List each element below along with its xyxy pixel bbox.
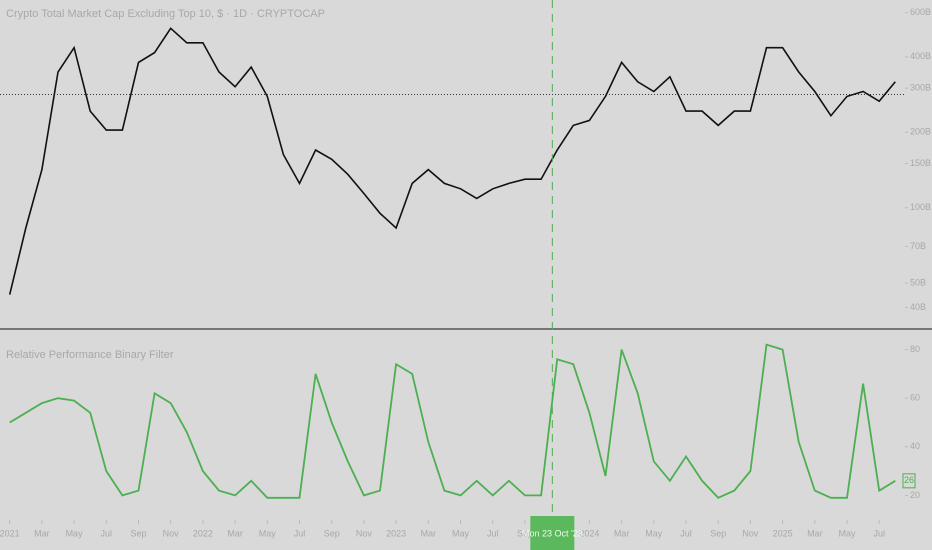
y-tick-label: 40B xyxy=(910,302,926,312)
x-tick-label: Nov xyxy=(742,528,759,538)
x-tick-label: Sep xyxy=(517,528,533,538)
x-tick-label: 2025 xyxy=(773,528,793,538)
x-tick-label: Jul xyxy=(294,528,306,538)
x-tick-label: Mar xyxy=(34,528,50,538)
x-tick-label: May xyxy=(452,528,470,538)
x-tick-label: Nov xyxy=(163,528,180,538)
last-value-box xyxy=(902,473,916,489)
x-tick-label: 2022 xyxy=(193,528,213,538)
x-tick-label: May xyxy=(645,528,663,538)
y-tick-label: 60 xyxy=(910,393,920,403)
y-tick-label: 100B xyxy=(910,202,931,212)
y-tick-label: 50B xyxy=(910,278,926,288)
x-tick-label: May xyxy=(66,528,84,538)
crosshair-label-bg xyxy=(530,516,575,550)
series-line xyxy=(8,27,896,295)
x-tick-label: May xyxy=(839,528,857,538)
x-tick-label: Jul xyxy=(680,528,692,538)
price-title: Crypto Total Market Cap Excluding Top 10… xyxy=(6,8,325,20)
x-tick-label: Sep xyxy=(324,528,340,538)
y-tick-label: 400B xyxy=(910,51,931,61)
y-tick-label: 300B xyxy=(910,83,931,93)
x-tick-label: Mar xyxy=(227,528,243,538)
x-tick-label: 2021 xyxy=(0,528,20,538)
y-tick-label: 200B xyxy=(910,127,931,137)
last-value-label: 26 xyxy=(904,475,914,485)
x-tick-label: Jul xyxy=(487,528,499,538)
x-tick-label: Sep xyxy=(130,528,146,538)
x-tick-label: Nov xyxy=(356,528,373,538)
x-tick-label: 2023 xyxy=(386,528,406,538)
y-tick-label: 40 xyxy=(910,441,920,451)
x-tick-label: May xyxy=(259,528,277,538)
x-tick-label: Jul xyxy=(101,528,113,538)
x-tick-label: Jul xyxy=(873,528,885,538)
y-tick-label: 80 xyxy=(910,344,920,354)
indicator-title: Relative Performance Binary Filter xyxy=(6,349,174,361)
x-tick-label: 2024 xyxy=(579,528,599,538)
y-tick-label: 20 xyxy=(910,490,920,500)
y-tick-label: 70B xyxy=(910,241,926,251)
y-tick-label: 600B xyxy=(910,7,931,17)
series-line xyxy=(9,343,896,499)
crosshair-label: Mon 23 Oct '23 xyxy=(522,528,583,538)
x-tick-label: Mar xyxy=(614,528,630,538)
x-tick-label: Mar xyxy=(807,528,823,538)
x-tick-label: Sep xyxy=(710,528,726,538)
y-tick-label: 150B xyxy=(910,158,931,168)
x-tick-label: Mar xyxy=(421,528,437,538)
